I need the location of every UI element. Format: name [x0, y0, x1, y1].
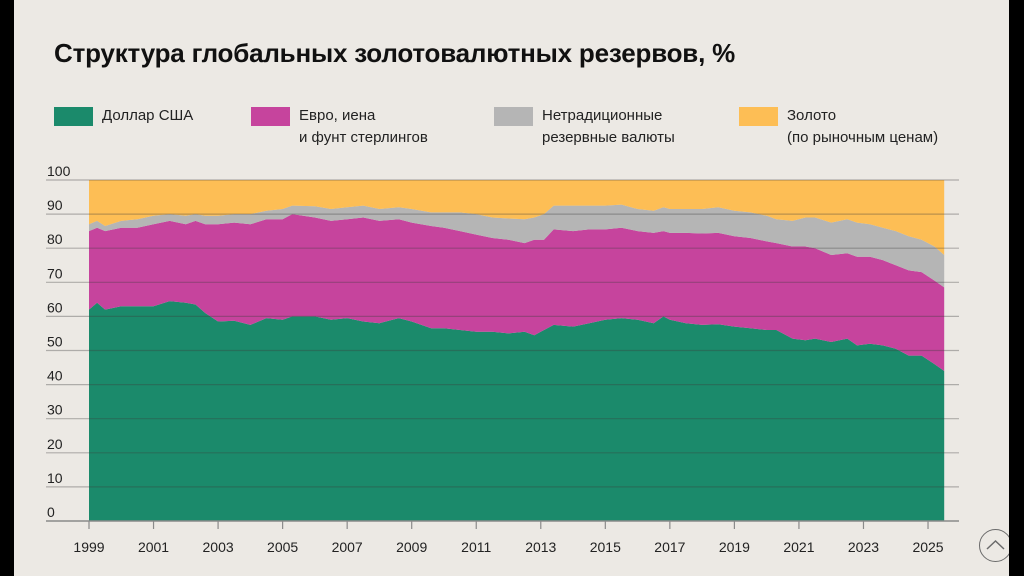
y-tick-label: 50	[47, 334, 63, 350]
chevron-up-icon	[986, 539, 1005, 550]
x-tick-label: 2023	[848, 539, 879, 555]
legend-label: Доллар США	[102, 107, 194, 124]
legend-item-gold: Золото (по рыночным ценам)	[739, 107, 938, 149]
area-series-3	[89, 180, 945, 255]
x-tick-label: 2001	[138, 539, 169, 555]
scroll-to-top-button[interactable]	[979, 529, 1009, 562]
legend-swatch-gold	[739, 107, 778, 126]
legend-label-line2: и фунт стерлингов	[299, 129, 428, 146]
legend-item-usd: Доллар США	[54, 107, 193, 127]
y-tick-label: 70	[47, 265, 63, 281]
chart-plot: 0 10 20 30 40 50 60 70 80 90 100 1999 2001 2003 2005 2…	[46, 163, 959, 555]
y-tick-label: 60	[47, 299, 63, 315]
x-tick-label: 2009	[396, 539, 427, 555]
page: Структура глобальных золотовалютных резе…	[14, 0, 1009, 576]
legend-label-line2: резервные валюты	[542, 129, 675, 146]
legend-label-line2: (по рыночным ценам)	[787, 129, 939, 146]
x-tick-label: 2019	[719, 539, 750, 555]
legend-swatch-eur-jpy-gbp	[251, 107, 290, 126]
y-axis: 0 10 20 30 40 50 60 70 80 90 100	[47, 163, 71, 520]
x-tick-label: 2005	[267, 539, 298, 555]
chart-gridlines	[46, 179, 959, 522]
x-axis: 1999 2001 2003 2005 2007 2009 2011 2013 2015 2017…	[73, 521, 944, 555]
x-tick-label: 2013	[525, 539, 556, 555]
area-series-0	[89, 301, 945, 521]
legend-item-nontraditional: Нетрадиционные резервные валюты	[494, 107, 675, 149]
x-tick-label: 2003	[203, 539, 234, 555]
y-tick-label: 80	[47, 231, 63, 247]
y-tick-label: 90	[47, 197, 63, 213]
area-series-1	[89, 214, 945, 371]
chart-areas	[89, 180, 945, 521]
legend-label: Золото	[787, 107, 837, 124]
y-tick-label: 30	[47, 402, 63, 418]
legend-swatch-nontraditional	[494, 107, 533, 126]
chart-title: Структура глобальных золотовалютных резе…	[54, 38, 736, 68]
y-tick-label: 40	[47, 368, 63, 384]
x-tick-label: 2007	[332, 539, 363, 555]
x-tick-label: 2017	[654, 539, 685, 555]
x-tick-label: 2025	[912, 539, 943, 555]
y-tick-label: 20	[47, 436, 63, 452]
x-tick-label: 2021	[783, 539, 814, 555]
y-tick-label: 0	[47, 504, 55, 520]
x-tick-label: 2015	[590, 539, 621, 555]
legend-item-eur-jpy-gbp: Евро, иена и фунт стерлингов	[251, 107, 428, 149]
x-tick-label: 2011	[461, 539, 491, 555]
x-tick-label: 1999	[73, 539, 104, 555]
legend-swatch-usd	[54, 107, 93, 126]
legend-label: Нетрадиционные	[542, 107, 663, 124]
y-tick-label: 10	[47, 470, 63, 486]
legend-label: Евро, иена	[299, 107, 376, 124]
y-tick-label: 100	[47, 163, 71, 179]
area-series-2	[89, 204, 945, 288]
